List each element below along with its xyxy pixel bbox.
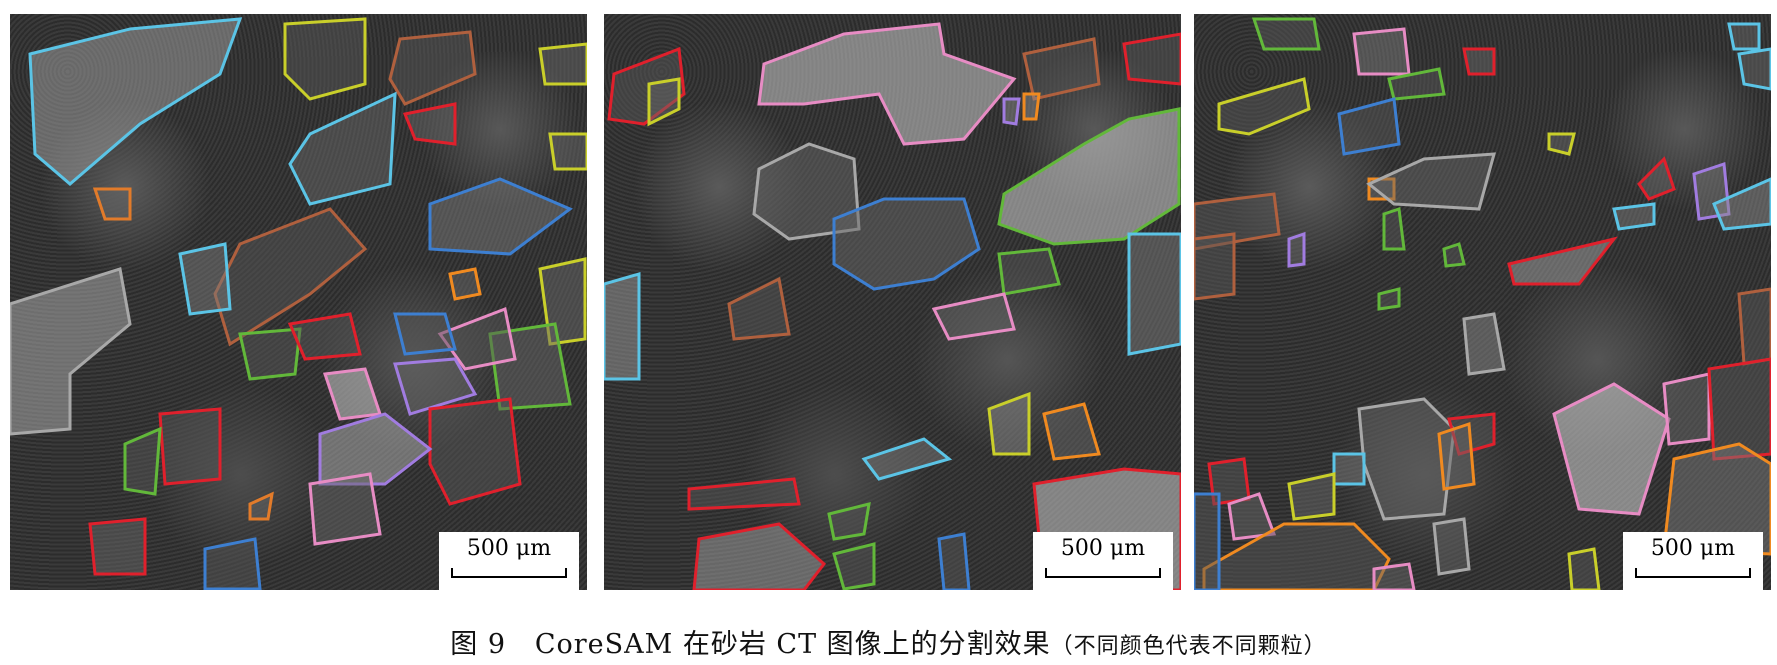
grain-outlines-1	[10, 17, 587, 590]
caption-main: CoreSAM 在砂岩 CT 图像上的分割效果	[534, 629, 1051, 660]
ct-panel-3: 500 μm	[1194, 14, 1771, 590]
scale-bar-label: 500 μm	[1060, 536, 1146, 561]
scale-bar-3: 500 μm	[1623, 532, 1763, 590]
scale-bar-tick	[451, 568, 453, 578]
scale-bar-label: 500 μm	[1650, 536, 1736, 561]
scale-bar-tick	[565, 568, 567, 578]
ct-panel-2: 500 μm	[604, 14, 1181, 590]
scale-bar-tick	[1159, 568, 1161, 578]
scale-bar-line	[451, 576, 567, 578]
scale-bar-2: 500 μm	[1033, 532, 1173, 590]
scale-bar-tick	[1749, 568, 1751, 578]
scale-bar-line	[1635, 576, 1751, 578]
grain-outlines-3	[1194, 17, 1771, 590]
scale-bar-label: 500 μm	[466, 536, 552, 561]
scale-bar-line	[1045, 576, 1161, 578]
ct-panel-1: 500 μm	[10, 14, 587, 590]
figure-label: 图 9	[450, 629, 507, 660]
scale-bar-tick	[1635, 568, 1637, 578]
scale-bar-tick	[1045, 568, 1047, 578]
scale-bar-1: 500 μm	[439, 532, 579, 590]
caption-note: （不同颜色代表不同颗粒）	[1050, 634, 1327, 659]
grain-outlines-2	[604, 22, 1181, 590]
figure-caption: 图 9 CoreSAM 在砂岩 CT 图像上的分割效果（不同颜色代表不同颗粒）	[0, 622, 1777, 661]
